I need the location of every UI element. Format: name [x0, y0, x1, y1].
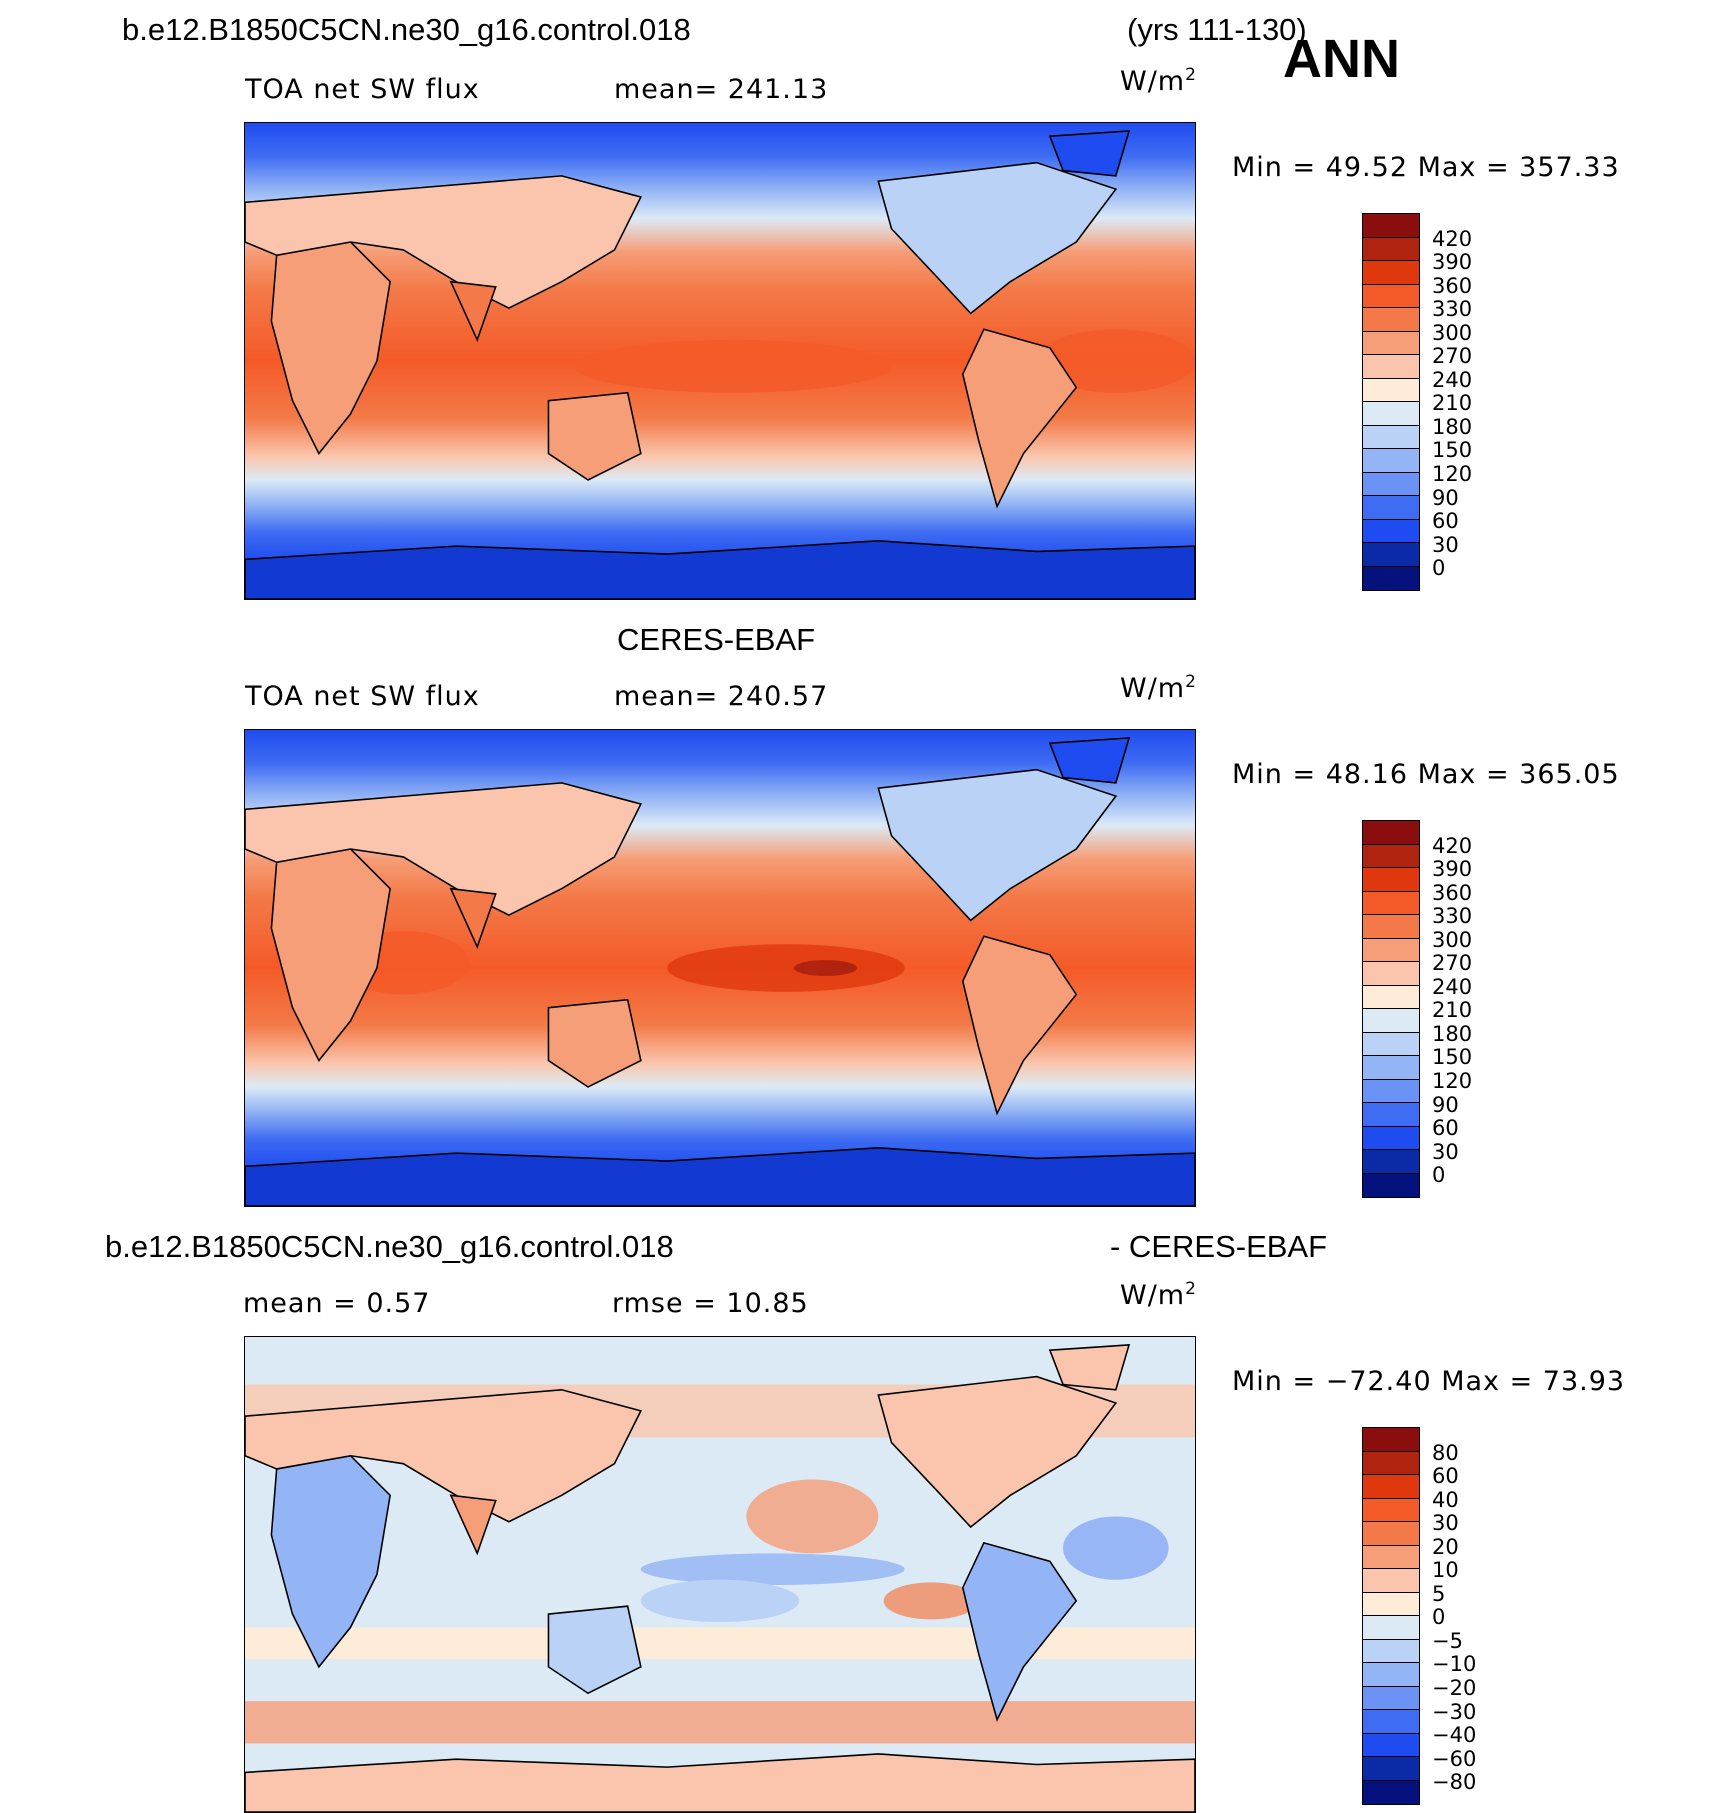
panel3-mean: mean = 0.57	[243, 1288, 431, 1319]
panel2-tick: 180	[1432, 1022, 1473, 1046]
panel1-tick: 30	[1432, 533, 1459, 557]
panel2-tick: 390	[1432, 857, 1473, 881]
panel1-tick: 360	[1432, 274, 1473, 298]
panel2-mean: mean= 240.57	[614, 681, 829, 712]
panel3-colorbar	[1362, 1427, 1420, 1805]
panel2-tick: 360	[1432, 881, 1473, 905]
panel2-colorbar	[1362, 820, 1420, 1198]
panel3-tick: 5	[1432, 1582, 1446, 1606]
panel1-tick: 180	[1432, 415, 1473, 439]
panel1-tick: 60	[1432, 509, 1459, 533]
panel3-tick: 10	[1432, 1558, 1459, 1582]
case-title: b.e12.B1850C5CN.ne30_g16.control.018	[122, 12, 691, 47]
panel1-tick: 0	[1432, 556, 1446, 580]
panel1-colorbar	[1362, 213, 1420, 591]
panel2-map	[244, 729, 1196, 1207]
panel2-tick: 60	[1432, 1116, 1459, 1140]
panel1-tick: 240	[1432, 368, 1473, 392]
panel1-tick: 390	[1432, 250, 1473, 274]
panel2-tick: 330	[1432, 904, 1473, 928]
panel2-tick: 420	[1432, 834, 1473, 858]
panel1-mean: mean= 241.13	[614, 74, 829, 105]
panel1-tick: 330	[1432, 297, 1473, 321]
panel3-tick: −40	[1432, 1723, 1477, 1747]
panel2-tick: 30	[1432, 1140, 1459, 1164]
panel1-units: W/m2	[1120, 65, 1197, 97]
diff-case-title: b.e12.B1850C5CN.ne30_g16.control.018	[105, 1229, 674, 1264]
years-label: (yrs 111-130)	[1127, 12, 1307, 47]
panel3-tick: −5	[1432, 1629, 1463, 1653]
panel3-tick: 20	[1432, 1535, 1459, 1559]
panel3-tick: −80	[1432, 1770, 1477, 1794]
panel1-tick: 300	[1432, 321, 1473, 345]
panel2-tick: 240	[1432, 975, 1473, 999]
panel3-minmax: Min = −72.40 Max = 73.93	[1232, 1366, 1626, 1397]
panel2-tick: 270	[1432, 951, 1473, 975]
panel1-tick: 210	[1432, 391, 1473, 415]
panel1-tick: 150	[1432, 438, 1473, 462]
panel3-tick: 80	[1432, 1441, 1459, 1465]
panel3-tick: 60	[1432, 1464, 1459, 1488]
panel1-tick: 120	[1432, 462, 1473, 486]
panel3-tick: −60	[1432, 1747, 1477, 1771]
panel1-tick: 90	[1432, 486, 1459, 510]
panel3-tick: −30	[1432, 1700, 1477, 1724]
panel1-variable: TOA net SW flux	[245, 74, 480, 105]
panel2-tick: 210	[1432, 998, 1473, 1022]
panel3-tick: −20	[1432, 1676, 1477, 1700]
season-label: ANN	[1283, 29, 1400, 89]
panel3-tick: 0	[1432, 1605, 1446, 1629]
panel1-map	[244, 122, 1196, 600]
panel2-tick: 300	[1432, 928, 1473, 952]
panel2-minmax: Min = 48.16 Max = 365.05	[1232, 759, 1620, 790]
obs-title: CERES-EBAF	[617, 622, 816, 657]
diff-obs-title: - CERES-EBAF	[1110, 1229, 1328, 1264]
panel3-tick: 30	[1432, 1511, 1459, 1535]
panel3-map	[244, 1336, 1196, 1813]
panel2-variable: TOA net SW flux	[245, 681, 480, 712]
panel2-tick: 150	[1432, 1045, 1473, 1069]
panel2-tick: 90	[1432, 1093, 1459, 1117]
panel2-tick: 0	[1432, 1163, 1446, 1187]
panel3-tick: −10	[1432, 1652, 1477, 1676]
panel1-tick: 420	[1432, 227, 1473, 251]
panel3-rmse: rmse = 10.85	[612, 1288, 809, 1319]
panel2-tick: 120	[1432, 1069, 1473, 1093]
panel1-minmax: Min = 49.52 Max = 357.33	[1232, 152, 1620, 183]
panel3-units: W/m2	[1120, 1279, 1197, 1311]
panel1-tick: 270	[1432, 344, 1473, 368]
panel2-units: W/m2	[1120, 672, 1197, 704]
panel3-tick: 40	[1432, 1488, 1459, 1512]
